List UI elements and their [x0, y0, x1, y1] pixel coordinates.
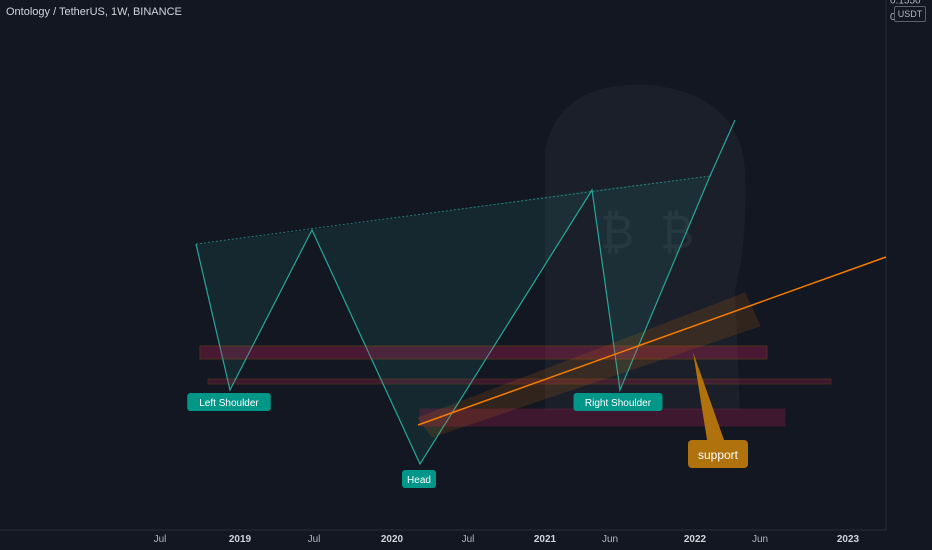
support-zone-upper	[199, 345, 768, 360]
ascending-channel	[417, 292, 761, 438]
neckline	[195, 175, 711, 245]
left-shoulder-label: Left Shoulder	[199, 398, 259, 409]
support-label: support	[698, 448, 739, 462]
head-label-box	[402, 470, 436, 488]
time-tick-label: 2022	[684, 534, 707, 545]
watermark-coin: ₿	[660, 206, 694, 258]
time-tick-label: Jun	[752, 534, 768, 545]
price-tick-label: 0.1550	[890, 0, 921, 6]
time-tick-label: 2021	[534, 534, 557, 545]
left-shoulder-triangle	[196, 230, 312, 390]
right-shoulder-label: Right Shoulder	[585, 398, 652, 409]
trend-line	[417, 256, 887, 426]
pattern-zigzag	[195, 119, 736, 466]
support-zone-middle	[207, 378, 832, 385]
currency-label[interactable]: USDT	[894, 6, 926, 22]
chart-title: Ontology / TetherUS, 1W, BINANCE	[6, 6, 182, 18]
time-tick-label: 2023	[837, 534, 860, 545]
time-tick-label: Jul	[154, 534, 167, 545]
watermark-coin: ₿	[600, 206, 634, 258]
support-label-box	[688, 440, 748, 468]
time-tick-label: Jun	[602, 534, 618, 545]
left-shoulder-label-box	[187, 393, 271, 411]
support-arrow	[693, 352, 724, 446]
head-label: Head	[407, 475, 431, 486]
time-tick-label: 2020	[381, 534, 404, 545]
time-tick-label: Jul	[308, 534, 321, 545]
time-tick-label: Jul	[462, 534, 475, 545]
head-triangle	[312, 190, 592, 464]
right-shoulder-label-box	[573, 393, 663, 411]
time-tick-label: 2019	[229, 534, 252, 545]
right-shoulder-triangle	[592, 176, 710, 390]
